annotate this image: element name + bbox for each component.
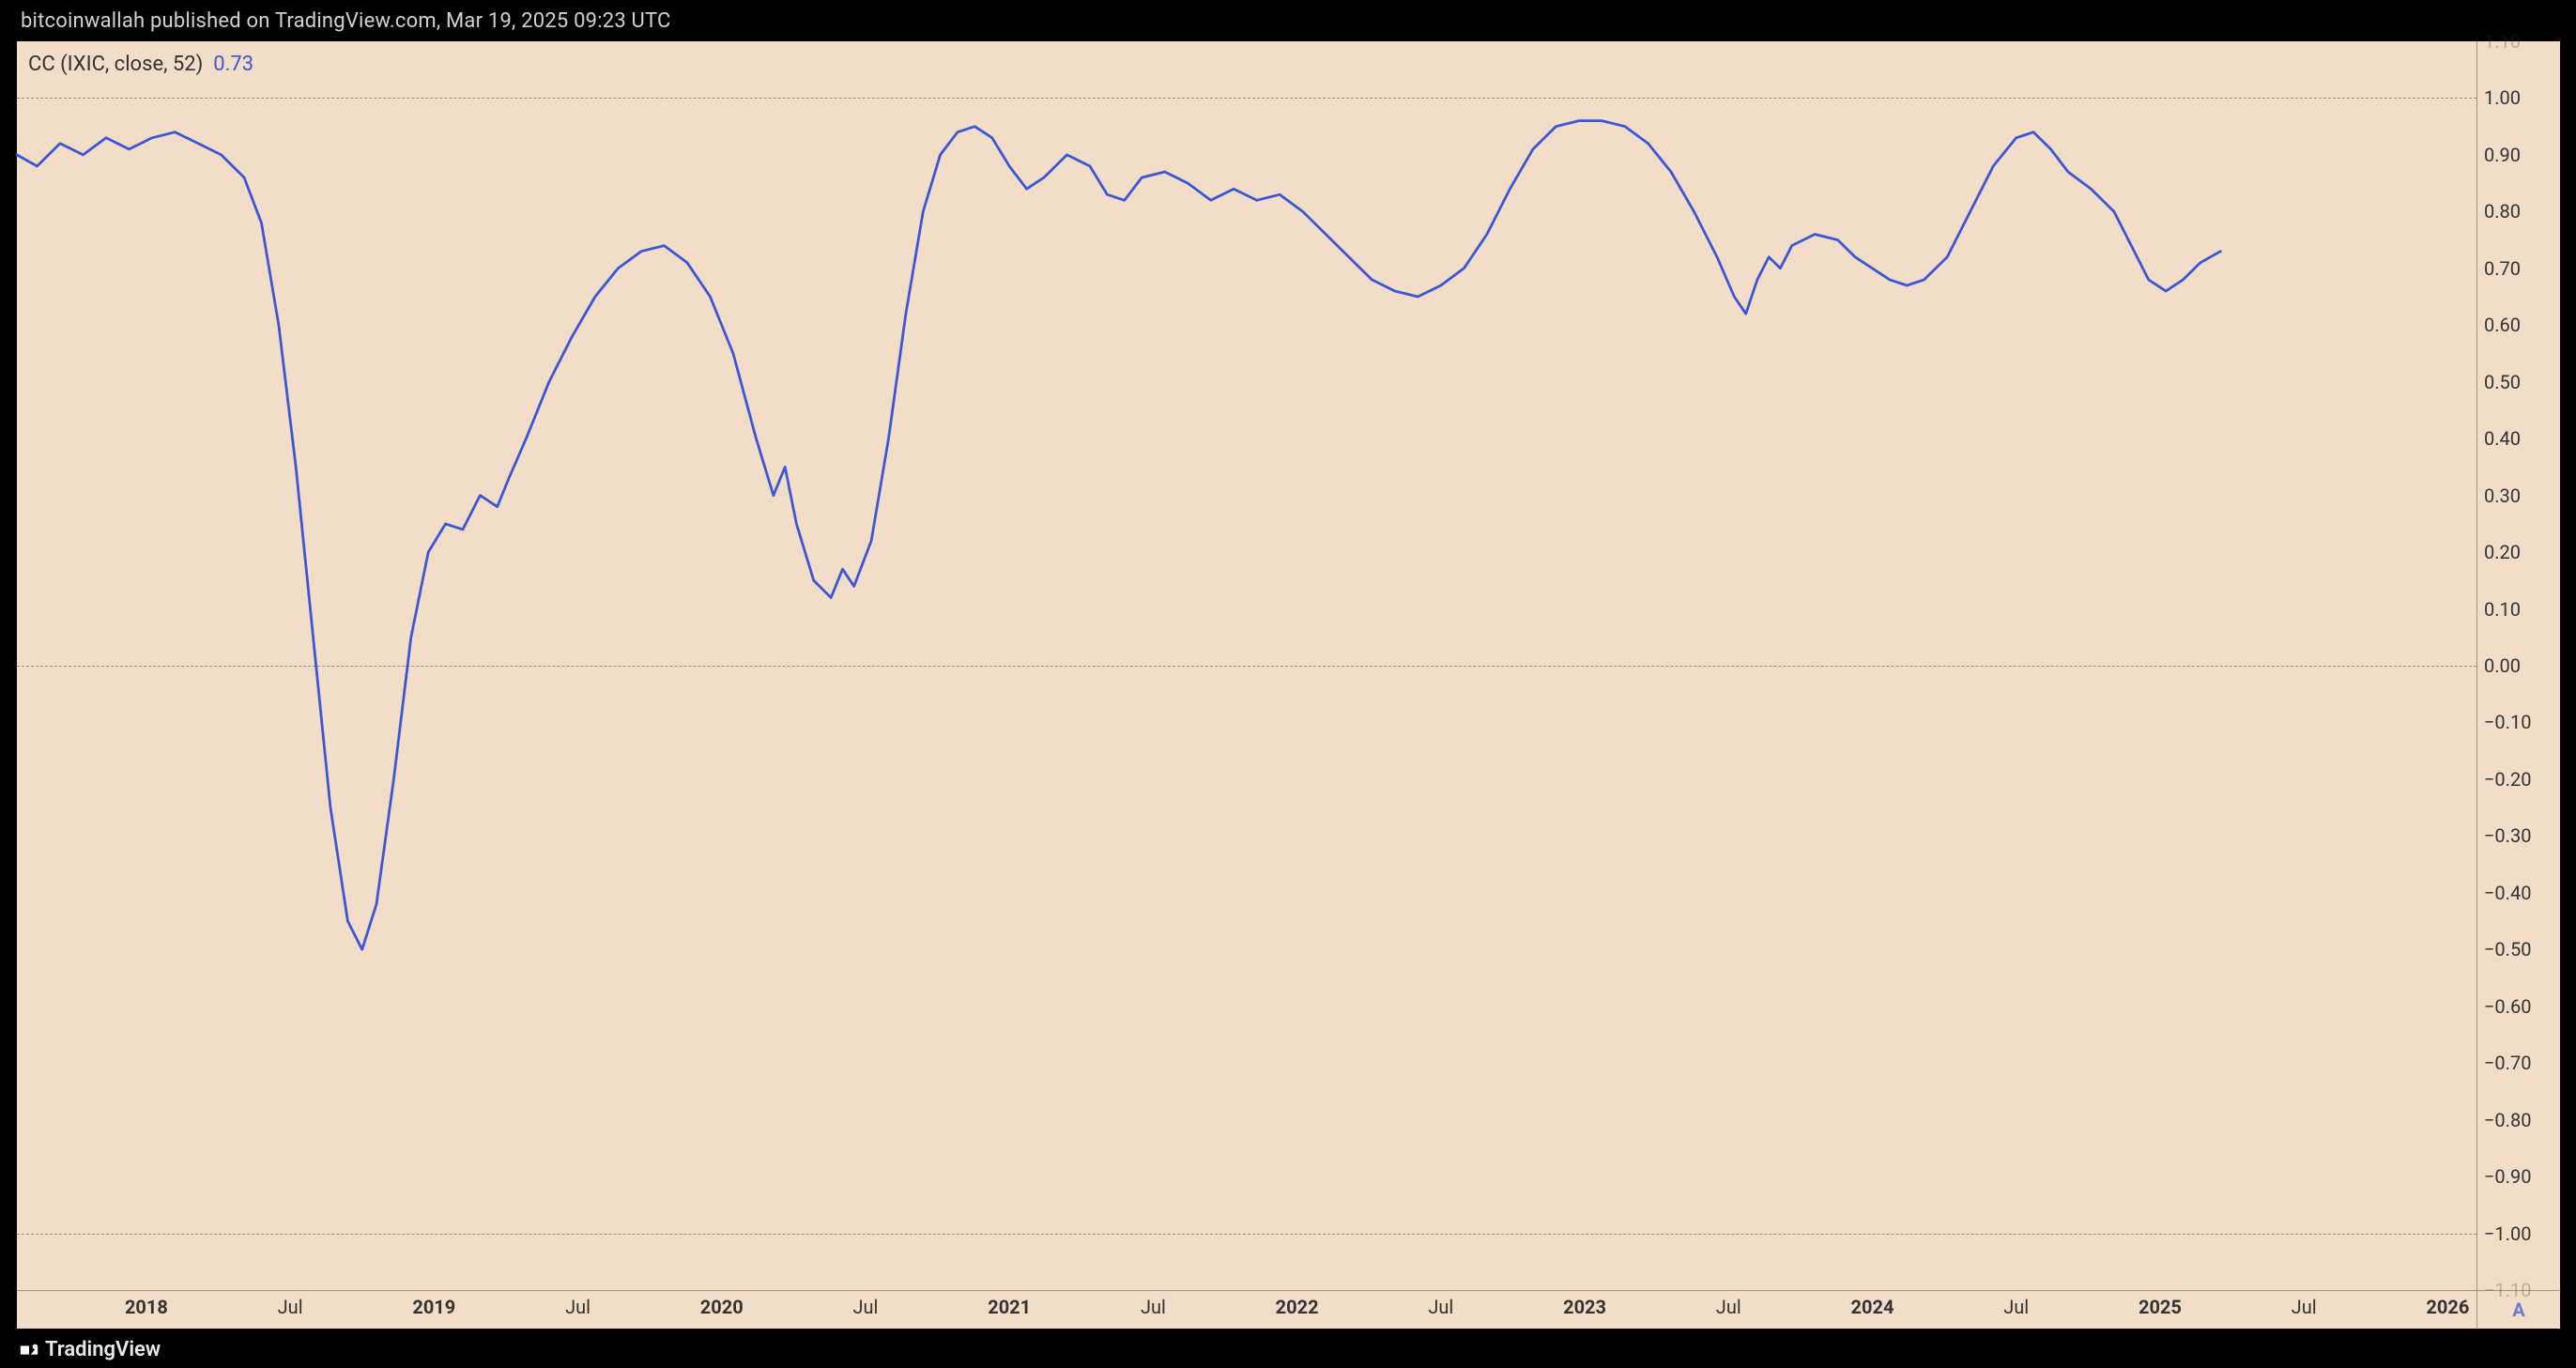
gridline — [17, 666, 2476, 667]
x-tick-label: Jul — [2292, 1296, 2317, 1318]
x-tick-label: 2020 — [700, 1296, 744, 1318]
y-tick-label: 0.60 — [2484, 314, 2521, 336]
chart-root: bitcoinwallah published on TradingView.c… — [0, 0, 2576, 1368]
axis-mode-label: A — [2512, 1299, 2524, 1321]
y-tick-label: −0.20 — [2484, 768, 2531, 791]
x-tick-label: Jul — [565, 1296, 590, 1318]
y-tick-label: 1.10 — [2484, 30, 2521, 53]
plot-area[interactable]: CC (IXIC, close, 52) 0.73 — [17, 41, 2476, 1290]
y-tick-label: −0.10 — [2484, 711, 2531, 733]
x-tick-label: 2023 — [1563, 1296, 1606, 1318]
x-tick-label: 2024 — [1851, 1296, 1894, 1318]
gridline — [17, 1234, 2476, 1235]
y-tick-label: −1.10 — [2484, 1279, 2531, 1301]
y-tick-label: −0.90 — [2484, 1165, 2531, 1188]
y-tick-label: 0.50 — [2484, 371, 2521, 393]
footer-brand-text: TradingView — [45, 1338, 161, 1361]
y-tick-label: 0.80 — [2484, 200, 2521, 223]
y-tick-label: −0.60 — [2484, 995, 2531, 1018]
x-tick-label: 2025 — [2139, 1296, 2182, 1318]
y-tick-label: 0.10 — [2484, 598, 2521, 621]
x-tick-label: 2022 — [1276, 1296, 1319, 1318]
y-tick-label: 1.00 — [2484, 86, 2521, 109]
y-tick-label: 0.70 — [2484, 257, 2521, 280]
x-tick-label: Jul — [853, 1296, 879, 1318]
x-tick-label: Jul — [1428, 1296, 1453, 1318]
y-tick-label: 0.40 — [2484, 427, 2521, 450]
y-tick-label: 0.00 — [2484, 654, 2521, 677]
y-tick-label: 0.20 — [2484, 541, 2521, 563]
tradingview-icon — [19, 1340, 39, 1360]
y-tick-label: −0.80 — [2484, 1109, 2531, 1131]
plot-wrap: CC (IXIC, close, 52) 0.73 A 1.101.000.90… — [17, 41, 2559, 1331]
publish-info-text: bitcoinwallah published on TradingView.c… — [21, 9, 671, 33]
x-tick-label: 2018 — [125, 1296, 168, 1318]
y-tick-label: 0.90 — [2484, 144, 2521, 166]
y-tick-label: −0.70 — [2484, 1052, 2531, 1074]
footer-bar: TradingView — [0, 1331, 2576, 1368]
x-tick-label: 2021 — [988, 1296, 1031, 1318]
y-tick-label: −0.50 — [2484, 938, 2531, 961]
y-tick-label: 0.30 — [2484, 484, 2521, 507]
y-tick-label: −0.30 — [2484, 824, 2531, 847]
x-tick-label: 2026 — [2426, 1296, 2469, 1318]
y-tick-label: −1.00 — [2484, 1222, 2531, 1245]
gridline — [17, 98, 2476, 99]
y-tick-label: −0.40 — [2484, 882, 2531, 904]
x-tick-label: Jul — [1716, 1296, 1741, 1318]
tradingview-logo: TradingView — [19, 1338, 161, 1361]
x-tick-label: Jul — [2003, 1296, 2029, 1318]
x-axis[interactable] — [17, 1290, 2476, 1329]
x-tick-label: 2019 — [412, 1296, 455, 1318]
publish-info-bar: bitcoinwallah published on TradingView.c… — [0, 0, 2576, 41]
x-tick-label: Jul — [278, 1296, 303, 1318]
x-tick-label: Jul — [1141, 1296, 1166, 1318]
